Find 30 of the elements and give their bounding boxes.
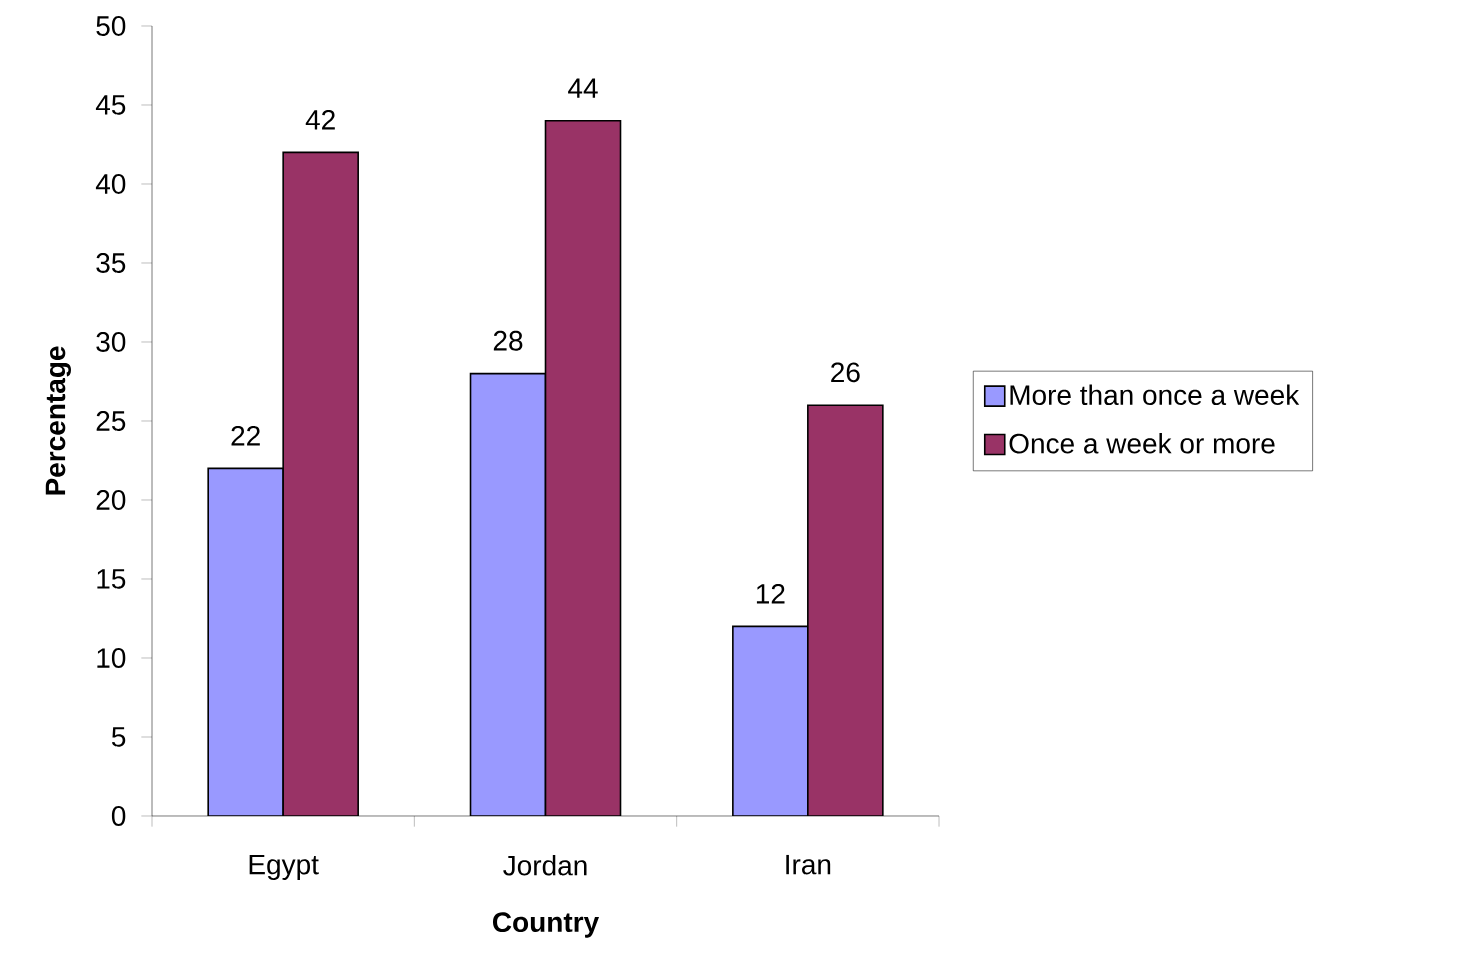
bar — [207, 467, 284, 816]
y-tick-label: 35 — [96, 253, 126, 273]
legend-label: More than once a week — [1010, 384, 1300, 406]
y-tick-label: 40 — [95, 174, 126, 194]
bar — [469, 372, 547, 816]
data-label: 42 — [305, 109, 335, 130]
data-label: 12 — [756, 583, 785, 604]
y-axis-title: Percentage — [45, 346, 71, 495]
data-label: 26 — [831, 362, 860, 383]
y-tick-label: 50 — [96, 16, 126, 36]
data-label: 44 — [568, 78, 598, 98]
y-tick-label: 10 — [97, 648, 126, 668]
x-tick-label: Egypt — [249, 854, 319, 881]
y-tick-label: 30 — [96, 332, 126, 352]
y-tick-label: 20 — [96, 490, 126, 510]
x-tick-label: Jordan — [503, 854, 587, 876]
y-tick-label: 25 — [96, 411, 126, 431]
y-tick-label: 5 — [111, 727, 126, 747]
bar — [807, 404, 884, 816]
data-label: 28 — [493, 330, 523, 351]
data-label: 22 — [231, 425, 260, 446]
y-tick-label: 45 — [95, 95, 126, 115]
x-axis-title: Country — [493, 912, 600, 938]
bar — [732, 625, 809, 816]
x-tick-label: Iran — [786, 854, 831, 875]
y-tick-label: 0 — [111, 806, 126, 826]
bar — [282, 151, 359, 816]
legend-label: Once a week or more — [1009, 433, 1275, 454]
y-tick-label: 15 — [97, 569, 126, 589]
bar — [544, 119, 622, 816]
